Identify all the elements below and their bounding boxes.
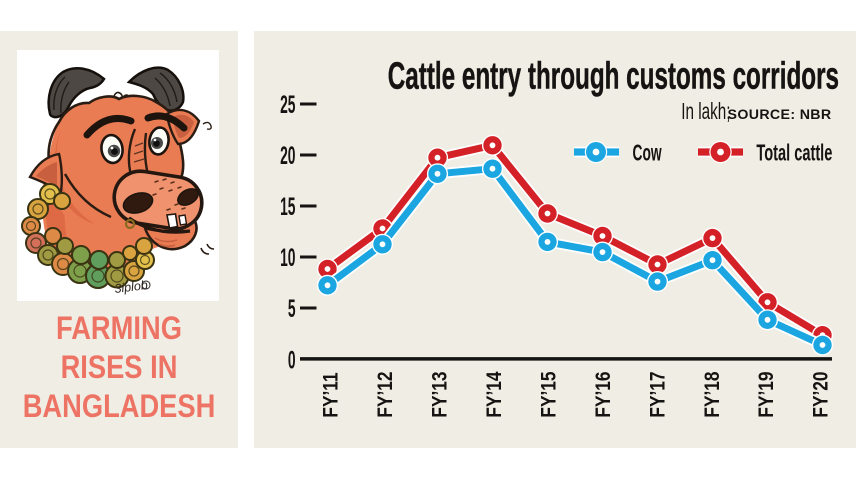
svg-text:FY’14: FY’14 (484, 371, 507, 417)
svg-text:25: 25 (280, 92, 295, 119)
svg-text:FY’13: FY’13 (429, 371, 452, 417)
svg-text:FY’18: FY’18 (701, 371, 724, 417)
svg-text:FY’16: FY’16 (592, 371, 615, 417)
svg-text:FY’19: FY’19 (756, 371, 779, 417)
svg-text:FY’20: FY’20 (810, 371, 833, 417)
svg-text:FY’12: FY’12 (375, 371, 398, 417)
svg-text:5: 5 (288, 296, 296, 323)
svg-text:In lakh;: In lakh; (681, 99, 730, 125)
svg-text:Cattle entry through customs c: Cattle entry through customs corridors (388, 54, 839, 97)
svg-text:0: 0 (288, 348, 296, 375)
svg-text:SOURCE: NBR: SOURCE: NBR (728, 107, 832, 123)
svg-text:3iplob: 3iplob (114, 278, 149, 296)
svg-text:FY’17: FY’17 (647, 371, 670, 417)
svg-text:Total cattle: Total cattle (756, 141, 832, 166)
svg-text:FY’11: FY’11 (320, 372, 343, 417)
svg-text:FY’15: FY’15 (538, 371, 561, 417)
svg-text:15: 15 (280, 194, 295, 221)
svg-text:Cow: Cow (633, 141, 662, 166)
svg-text:20: 20 (280, 143, 295, 170)
svg-text:10: 10 (280, 245, 295, 272)
